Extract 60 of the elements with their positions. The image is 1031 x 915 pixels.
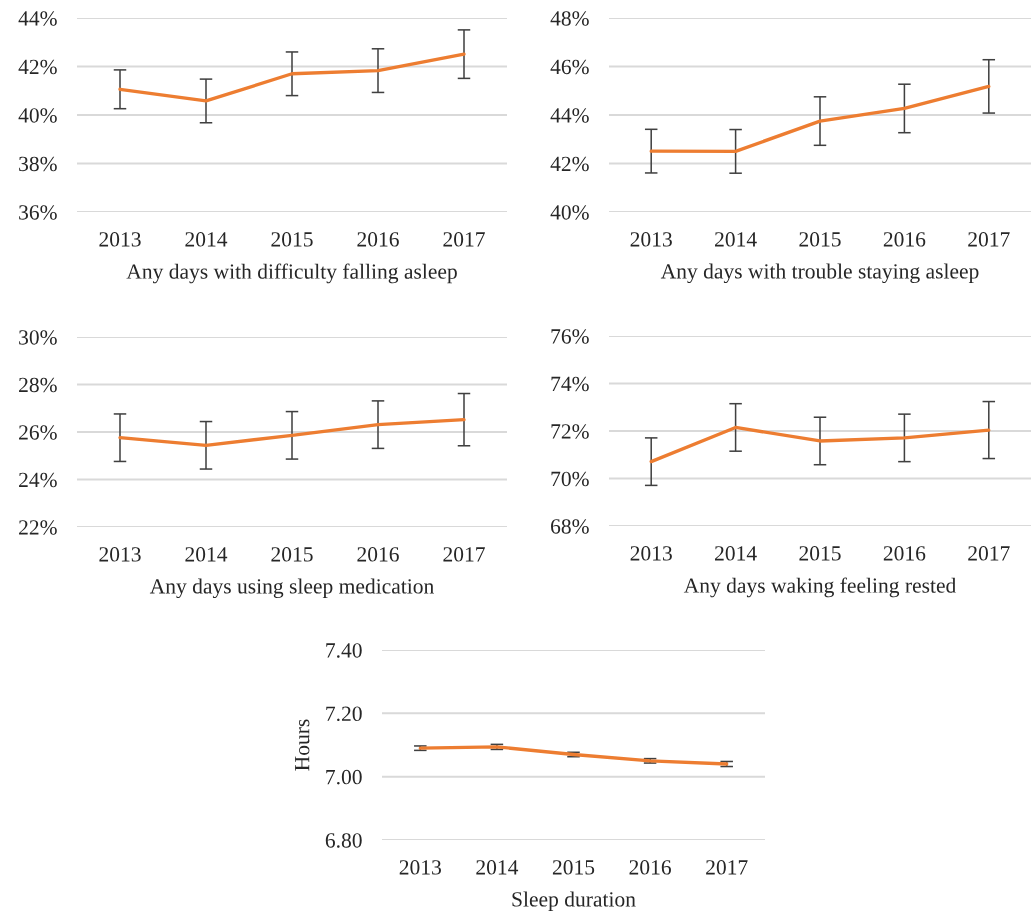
y-tick-label: 38% xyxy=(19,156,57,172)
x-tick-label: 2016 xyxy=(357,547,399,562)
y-tick-label: 22% xyxy=(19,520,57,535)
line-series xyxy=(649,425,991,464)
y-tick-label: 76% xyxy=(551,329,589,344)
x-tick-label: 2013 xyxy=(630,232,672,247)
x-tick-label: 2017 xyxy=(443,547,485,562)
x-tick-label: 2014 xyxy=(476,860,519,875)
y-axis-title: Hours xyxy=(295,719,310,771)
x-tick-label: 2015 xyxy=(271,232,313,247)
x-tick-label: 2015 xyxy=(799,232,841,247)
x-tick-label: 2014 xyxy=(185,547,228,562)
x-axis-title: Sleep duration xyxy=(512,891,636,911)
y-tick-label: 6.80 xyxy=(325,833,362,848)
x-tick-label: 2015 xyxy=(552,860,595,875)
x-tick-label: 2015 xyxy=(271,547,313,562)
y-tick-label: 48% xyxy=(550,11,589,26)
x-tick-label: 2013 xyxy=(99,232,141,247)
x-axis-title: Any days with trouble staying asleep xyxy=(660,263,979,284)
x-tick-label: 2014 xyxy=(185,232,228,247)
y-tick-label: 70% xyxy=(551,471,589,487)
x-tick-label: 2014 xyxy=(715,546,757,561)
line-series xyxy=(649,84,991,154)
x-tick-label: 2016 xyxy=(357,232,399,247)
y-tick-label: 44% xyxy=(550,108,589,123)
x-axis-title: Any days with difficulty falling asleep xyxy=(126,263,457,284)
x-tick-label: 2016 xyxy=(883,232,926,247)
y-tick-label: 26% xyxy=(19,425,57,440)
x-tick-label: 2017 xyxy=(968,546,1010,561)
x-tick-label: 2017 xyxy=(443,232,485,247)
y-tick-label: 72% xyxy=(551,424,589,439)
y-tick-label: 24% xyxy=(19,472,57,488)
x-tick-label: 2017 xyxy=(706,860,748,875)
x-tick-label: 2017 xyxy=(968,232,1010,247)
y-tick-label: 28% xyxy=(19,377,57,393)
y-tick-label: 7.00 xyxy=(326,769,362,785)
line-series xyxy=(118,417,466,447)
x-tick-label: 2013 xyxy=(399,860,441,875)
x-axis-title: Any days waking feeling rested xyxy=(683,577,957,598)
y-tick-label: 7.20 xyxy=(326,706,362,722)
y-tick-label: 46% xyxy=(550,59,589,75)
y-tick-label: 42% xyxy=(550,156,589,172)
x-tick-label: 2016 xyxy=(883,546,926,561)
x-tick-label: 2015 xyxy=(799,546,841,561)
y-tick-label: 36% xyxy=(19,205,57,220)
y-tick-label: 7.40 xyxy=(326,643,362,658)
x-axis-title: Any days using sleep medication xyxy=(149,578,434,599)
y-tick-label: 74% xyxy=(551,376,589,392)
y-tick-label: 40% xyxy=(18,108,57,123)
y-tick-label: 68% xyxy=(551,519,589,534)
line-series xyxy=(118,52,466,103)
y-tick-label: 44% xyxy=(18,11,57,26)
y-tick-label: 40% xyxy=(550,205,589,220)
x-tick-label: 2013 xyxy=(99,547,141,562)
y-tick-label: 30% xyxy=(19,330,57,345)
y-tick-label: 42% xyxy=(18,59,57,75)
x-tick-label: 2016 xyxy=(629,860,671,875)
x-tick-label: 2014 xyxy=(715,232,757,247)
line-series xyxy=(418,745,729,766)
x-tick-label: 2013 xyxy=(630,546,672,561)
